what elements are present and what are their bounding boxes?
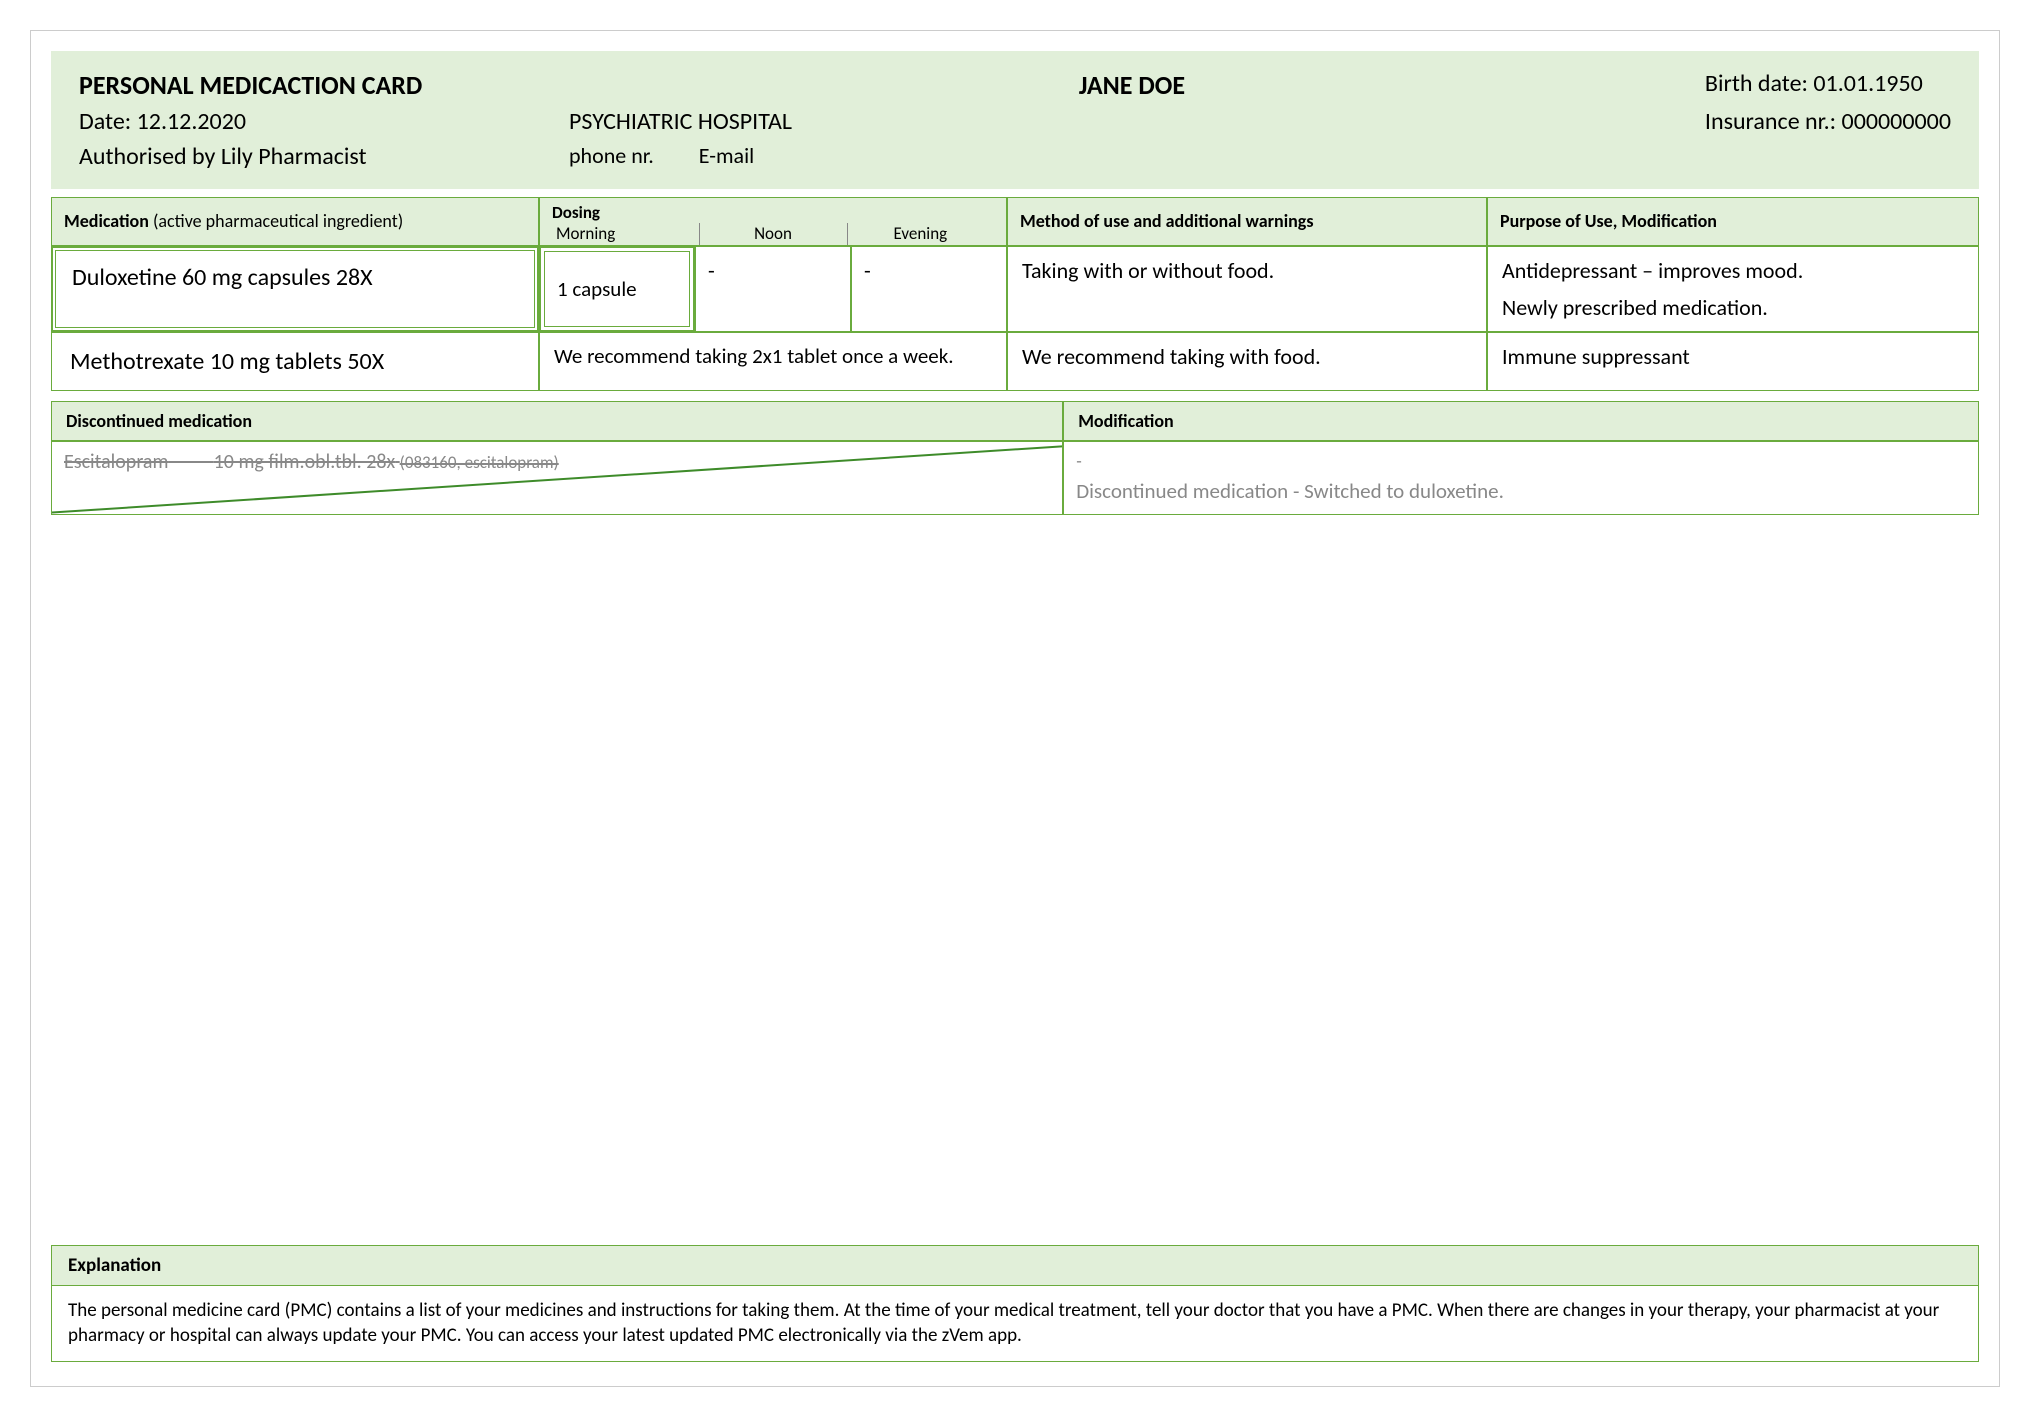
- med-row-1-purpose: Antidepressant – improves mood. Newly pr…: [1487, 246, 1979, 332]
- med-row-1-name-wrap: Duloxetine 60 mg capsules 28X: [51, 246, 539, 332]
- med-row-2-name: Methotrexate 10 mg tablets 50X: [51, 332, 539, 391]
- contact-row: phone nr. E-mail: [569, 142, 1695, 171]
- patient-name: JANE DOE: [569, 69, 1695, 101]
- phone-label: phone nr.: [569, 142, 654, 169]
- dosing-evening: Evening: [847, 225, 994, 244]
- discontinued-right-dash: -: [1076, 450, 1966, 472]
- discontinued-name: Escitalopram: [64, 450, 168, 474]
- dosing-label: Dosing: [552, 204, 994, 223]
- col-medication-rest: (active pharmaceutical ingredient): [149, 210, 403, 232]
- med-row-1-name: Duloxetine 60 mg capsules 28X: [55, 250, 535, 328]
- med-row-1-method: Taking with or without food.: [1007, 246, 1487, 332]
- med-row-1-noon: -: [695, 246, 851, 332]
- discontinued-detail: 10 mg film.obl.tbl. 28x: [214, 450, 395, 474]
- explanation-body: The personal medicine card (PMC) contain…: [51, 1286, 1979, 1362]
- col-purpose: Purpose of Use, Modification: [1487, 197, 1979, 246]
- medication-table: Medication (active pharmaceutical ingred…: [51, 197, 1979, 391]
- authorised-by: Authorised by Lily Pharmacist: [79, 142, 559, 171]
- discontinued-head-left: Discontinued medication: [51, 401, 1063, 441]
- email-label: E-mail: [699, 142, 754, 169]
- medication-card: PERSONAL MEDICACTION CARD JANE DOE Birth…: [30, 30, 2000, 1387]
- discontinued-code: (083160, escitalopram): [400, 452, 559, 473]
- med-row-2-purpose: Immune suppressant: [1487, 332, 1979, 391]
- dosing-noon: Noon: [699, 225, 846, 244]
- header-block: PERSONAL MEDICACTION CARD JANE DOE Birth…: [51, 51, 1979, 189]
- explanation-head: Explanation: [51, 1245, 1979, 1286]
- explanation-block: Explanation The personal medicine card (…: [51, 1245, 1979, 1362]
- discontinued-right-text: Discontinued medication - Switched to du…: [1076, 478, 1966, 504]
- med-row-2-method: We recommend taking with food.: [1007, 332, 1487, 391]
- med-row-1-purpose-line2: Newly prescribed medication.: [1502, 294, 1964, 321]
- dosing-morning: Morning: [552, 225, 699, 244]
- med-row-1-morning-wrap: 1 capsule: [539, 246, 695, 332]
- discontinued-left: Escitalopram 10 mg film.obl.tbl. 28x (08…: [51, 441, 1063, 515]
- discontinued-table: Discontinued medication Modification Esc…: [51, 401, 1979, 515]
- med-row-1-evening: -: [851, 246, 1007, 332]
- insurance-number: Insurance nr.: 000000000: [1705, 107, 1951, 136]
- card-date: Date: 12.12.2020: [79, 107, 559, 136]
- hospital-name: PSYCHIATRIC HOSPITAL: [569, 107, 1695, 136]
- med-row-2-dosing: We recommend taking 2x1 tablet once a we…: [539, 332, 1007, 391]
- discontinued-head-right: Modification: [1063, 401, 1979, 441]
- col-medication: Medication (active pharmaceutical ingred…: [51, 197, 539, 246]
- col-method: Method of use and additional warnings: [1007, 197, 1487, 246]
- col-medication-bold: Medication: [64, 210, 149, 232]
- med-row-1-morning: 1 capsule: [544, 251, 690, 327]
- birth-date: Birth date: 01.01.1950: [1705, 69, 1951, 101]
- med-row-1-purpose-line1: Antidepressant – improves mood.: [1502, 257, 1964, 284]
- card-title: PERSONAL MEDICACTION CARD: [79, 69, 559, 101]
- discontinued-right: - Discontinued medication - Switched to …: [1063, 441, 1979, 515]
- col-dosing: Dosing Morning Noon Evening: [539, 197, 1007, 246]
